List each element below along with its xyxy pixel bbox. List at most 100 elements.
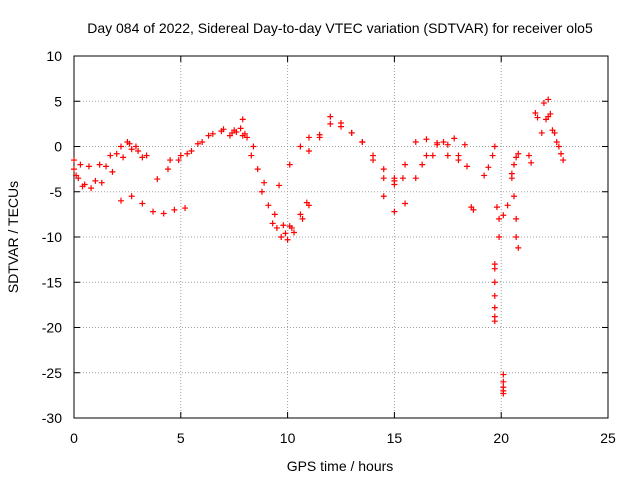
data-point [250, 143, 257, 150]
data-point [485, 164, 492, 171]
data-point [525, 152, 532, 159]
data-point [261, 179, 268, 186]
data-point [128, 193, 135, 200]
series-arc-i [239, 116, 293, 230]
data-point [92, 177, 99, 184]
series-arc-b [73, 146, 146, 192]
data-point [491, 265, 498, 272]
series-arc-f [167, 126, 248, 164]
data-point [461, 141, 468, 148]
data-point [98, 179, 105, 186]
series-arc-w [540, 100, 565, 157]
data-point [154, 176, 161, 183]
data-point [237, 125, 244, 132]
data-point [305, 148, 312, 155]
data-point [167, 157, 174, 164]
data-point [164, 166, 171, 173]
data-point [513, 215, 520, 222]
data-point [241, 130, 248, 137]
series-arc-n [419, 135, 468, 168]
data-point [500, 371, 507, 378]
data-point [489, 152, 496, 159]
data-point [380, 193, 387, 200]
data-point [107, 152, 114, 159]
data-point [391, 175, 398, 182]
data-point [135, 148, 142, 155]
y-tick-label: 10 [46, 48, 62, 64]
series-arc-h [233, 129, 310, 237]
y-tick-label: 0 [54, 139, 62, 155]
data-point [504, 202, 511, 209]
data-point [348, 129, 355, 136]
data-point [511, 193, 518, 200]
data-point [128, 146, 135, 153]
y-tick-label: -5 [50, 184, 63, 200]
data-point [423, 152, 430, 159]
data-point [491, 143, 498, 150]
data-point [440, 138, 447, 145]
data-point [77, 161, 84, 168]
data-point [79, 183, 86, 190]
data-point [391, 208, 398, 215]
data-point [254, 166, 261, 173]
data-point [126, 140, 133, 147]
data-point [491, 318, 498, 325]
data-point [184, 150, 191, 157]
x-tick-label: 10 [280, 430, 296, 446]
data-point [444, 141, 451, 148]
tick-labels: 0 5 10 15 20 25 -30 -25 -20 -15 -10 -5 0 5 10 [42, 48, 616, 446]
data-point [528, 159, 535, 166]
data-point [500, 390, 507, 397]
x-tick-label: 15 [387, 430, 403, 446]
data-point [327, 113, 334, 120]
data-point [150, 208, 157, 215]
data-point [491, 279, 498, 286]
data-point [175, 157, 182, 164]
data-point [553, 138, 560, 145]
data-point [103, 163, 110, 170]
data-point [291, 229, 298, 236]
data-point [540, 100, 547, 107]
data-point [299, 215, 306, 222]
data-point [177, 152, 184, 159]
data-point [538, 129, 545, 136]
data-point [85, 163, 92, 170]
y-tick-label: -10 [42, 229, 62, 245]
data-point [399, 175, 406, 182]
data-point [132, 143, 139, 150]
x-tick-label: 25 [600, 430, 616, 446]
x-tick-label: 5 [177, 430, 185, 446]
data-point [402, 161, 409, 168]
data-point [188, 148, 195, 155]
data-point [280, 222, 287, 229]
data-point [297, 211, 304, 218]
data-point [303, 199, 310, 206]
data-point [109, 168, 116, 175]
data-point [560, 157, 567, 164]
data-point [434, 141, 441, 148]
data-point [220, 126, 227, 133]
data-point [515, 244, 522, 251]
data-point [534, 114, 541, 121]
y-tick-label: -20 [42, 320, 62, 336]
y-tick-label: -30 [42, 410, 62, 426]
data-point [511, 161, 518, 168]
data-point [464, 163, 471, 170]
y-axis-label: SDTVAR / TECUs [5, 181, 21, 293]
data-point [239, 116, 246, 123]
data-point [451, 135, 458, 142]
series-arc-t [508, 170, 522, 251]
data-point [513, 154, 520, 161]
data-point [493, 204, 500, 211]
data-point [160, 210, 167, 217]
data-point [513, 234, 520, 240]
data-point [429, 152, 436, 159]
data-point [284, 236, 291, 243]
series-arc-e [154, 128, 246, 183]
data-point [269, 220, 276, 227]
data-point [117, 143, 124, 150]
axis-ticks [73, 55, 609, 419]
data-point [248, 152, 255, 159]
data-point [545, 113, 552, 120]
series-arc-u [525, 110, 541, 166]
